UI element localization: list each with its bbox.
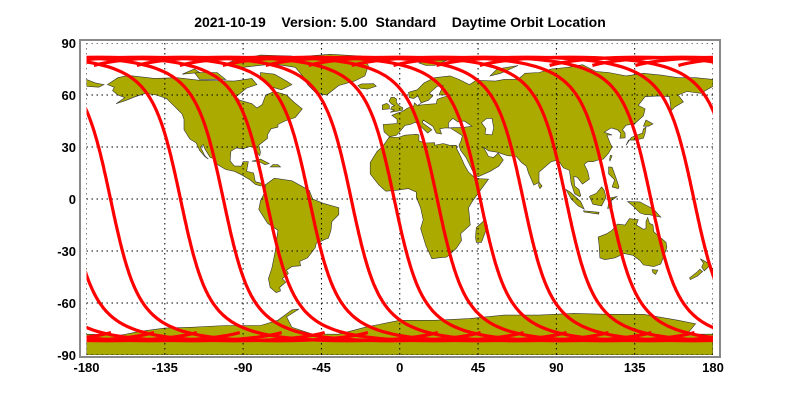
x-tick-label: 45	[471, 360, 485, 375]
landmass-taiwan	[609, 154, 613, 162]
landmass-cuba	[251, 158, 271, 166]
orbit-track	[0, 57, 25, 341]
y-tick-label: -90	[57, 348, 76, 363]
x-tick-label: 135	[624, 360, 646, 375]
orbit-track	[179, 55, 695, 343]
x-tick-label: 0	[396, 360, 403, 375]
landmass-iceland	[357, 83, 377, 90]
orbit-track	[86, 106, 369, 343]
y-tick-label: 0	[69, 192, 76, 207]
orbit-track	[136, 55, 652, 343]
x-tick-label: -45	[312, 360, 331, 375]
landmass-sri-lanka	[538, 181, 543, 190]
chart-title: 2021-10-19 Version: 5.00 Standard Daytim…	[194, 14, 606, 30]
x-tick-label: -90	[234, 360, 253, 375]
landmass-africa	[369, 133, 490, 260]
landmass-hokkaido	[642, 119, 654, 127]
orbit-track	[351, 55, 713, 340]
x-tick-label: 90	[549, 360, 563, 375]
orbit-track	[635, 55, 713, 67]
orbit-track	[308, 55, 713, 343]
water-baltic-sea	[417, 85, 452, 106]
x-tick-label: -135	[152, 360, 178, 375]
landmass-sumatra	[565, 188, 585, 210]
orbit-track	[393, 55, 713, 330]
landmass-north-america	[106, 75, 303, 187]
plot-area	[0, 43, 800, 355]
landmass-tasmania	[651, 269, 659, 275]
y-tick-label: -30	[57, 244, 76, 259]
plot-frame	[79, 39, 721, 358]
landmass-ireland	[382, 102, 390, 110]
landmass-great-britain	[388, 97, 404, 113]
orbit-track	[436, 55, 713, 280]
x-tick-label: -180	[73, 360, 99, 375]
orbit-track	[86, 56, 481, 343]
landmass-chukotka	[86, 79, 105, 88]
orbit-track	[720, 57, 800, 341]
x-tick-label: 180	[702, 360, 724, 375]
landmass-banks-island	[182, 68, 201, 75]
orbit-track	[86, 60, 439, 343]
orbit-track	[265, 55, 713, 343]
landmass-new-zealand-south	[689, 268, 704, 281]
orbit-track	[763, 57, 800, 341]
y-tick-label: 60	[62, 88, 76, 103]
orbit-track	[93, 55, 609, 343]
y-tick-label: -60	[57, 296, 76, 311]
orbit-track	[86, 270, 326, 343]
y-tick-label: 90	[62, 36, 76, 51]
landmass-philippines	[608, 166, 620, 189]
landmass-borneo	[589, 186, 607, 207]
orbit-track	[86, 55, 524, 343]
orbit-track	[222, 55, 713, 343]
y-tick-label: 30	[62, 140, 76, 155]
orbit-track	[86, 331, 112, 339]
orbit-track	[479, 55, 713, 115]
landmass-java	[582, 210, 600, 215]
landmass-south-america	[258, 177, 340, 293]
landmass-hispaniola	[269, 164, 282, 168]
orbit-track	[86, 55, 567, 343]
orbit-track	[86, 331, 155, 343]
water-caspian-sea	[481, 118, 495, 136]
